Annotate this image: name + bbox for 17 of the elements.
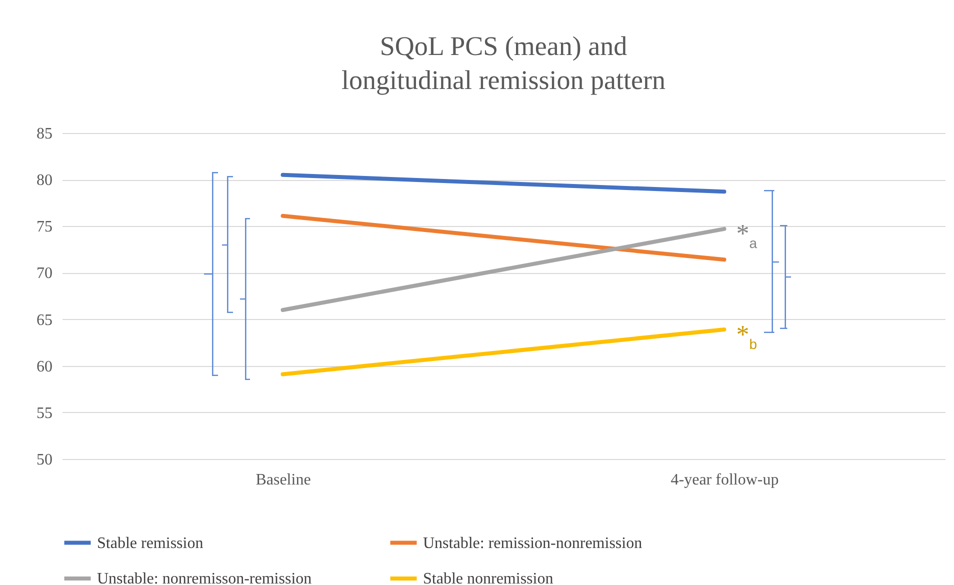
y-tick-label: 85: [36, 126, 52, 142]
y-tick-label: 80: [36, 172, 52, 190]
y-tick-label: 75: [36, 218, 52, 236]
y-tick-label: 55: [36, 404, 52, 422]
y-tick-label: 70: [36, 265, 52, 282]
x-tick-label: 4-year follow-up: [670, 472, 779, 488]
chart-title: SQoL PCS (mean) and longitudinal remission pattern: [342, 31, 666, 95]
y-tick-label: 65: [36, 312, 52, 329]
y-tick-label: 50: [36, 452, 52, 468]
x-tick-label: Baseline: [256, 472, 311, 488]
annotation: *$_{a}$: [736, 218, 758, 252]
y-tick-label: 60: [36, 358, 52, 376]
legend-label: Stable remission: [97, 534, 204, 552]
annotation: *$_{b}$: [736, 320, 758, 352]
legend-label: Unstable: remission-nonremission: [423, 534, 642, 552]
legend-label: Stable nonremission: [423, 570, 554, 585]
legend-label: Unstable: nonremisson-remission: [97, 570, 312, 585]
